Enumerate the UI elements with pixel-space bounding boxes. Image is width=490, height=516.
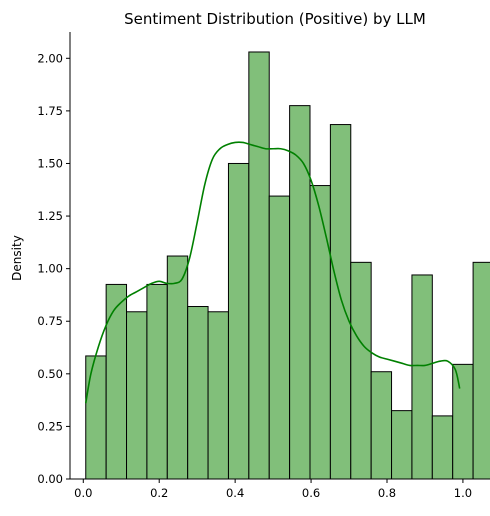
y-axis-label: Density	[10, 235, 24, 281]
histogram-bar	[248, 51, 270, 480]
histogram-bar	[207, 311, 229, 480]
y-tick-label: 1.00	[37, 262, 63, 276]
y-tick-label: 1.25	[37, 209, 63, 223]
histogram-bar	[391, 410, 413, 480]
histogram-bar	[126, 311, 148, 480]
histogram-bar	[431, 415, 454, 480]
histogram-bar	[411, 274, 433, 480]
x-tick-label: 0.6	[302, 486, 320, 500]
histogram-bar	[329, 124, 352, 480]
histogram-bar	[105, 283, 128, 480]
y-tick-label: 0.50	[37, 367, 63, 381]
x-tick-label: 0.4	[226, 486, 244, 500]
x-tick-label: 0.2	[150, 486, 168, 500]
y-tick-label: 1.75	[37, 104, 63, 118]
histogram-bar	[227, 162, 250, 480]
histogram-bar	[289, 105, 311, 480]
histogram-bar	[452, 363, 474, 480]
histogram-bar	[350, 261, 372, 480]
y-axis: 0.00 0.25 0.50 0.75 1.00 1.25 1.50 1.75 2.00	[37, 32, 71, 486]
histogram-bars	[85, 51, 490, 480]
y-tick-label: 0.25	[37, 419, 63, 433]
histogram-bar	[370, 371, 393, 480]
x-tick-label: 0.8	[378, 486, 396, 500]
kde-curve-group	[84, 141, 461, 404]
chart-title: Sentiment Distribution (Positive) by LLM	[124, 10, 426, 28]
histogram-bar	[309, 185, 331, 480]
y-tick-label: 0.75	[37, 314, 63, 328]
x-tick-label: 1.0	[454, 486, 472, 500]
x-tick-label: 0.0	[74, 486, 92, 500]
histogram-bar	[146, 283, 168, 480]
y-tick-label: 0.00	[37, 472, 63, 486]
histogram-bar	[472, 261, 490, 480]
histogram-bar	[187, 306, 209, 480]
histogram-bar	[85, 355, 107, 480]
y-tick-label: 2.00	[37, 51, 63, 65]
histogram-bar	[268, 195, 291, 480]
kde-curve	[84, 141, 461, 404]
y-tick-label: 1.50	[37, 156, 63, 170]
x-axis: 0.0 0.2 0.4 0.6 0.8 1.0	[70, 478, 480, 500]
histogram-bar	[166, 255, 189, 480]
